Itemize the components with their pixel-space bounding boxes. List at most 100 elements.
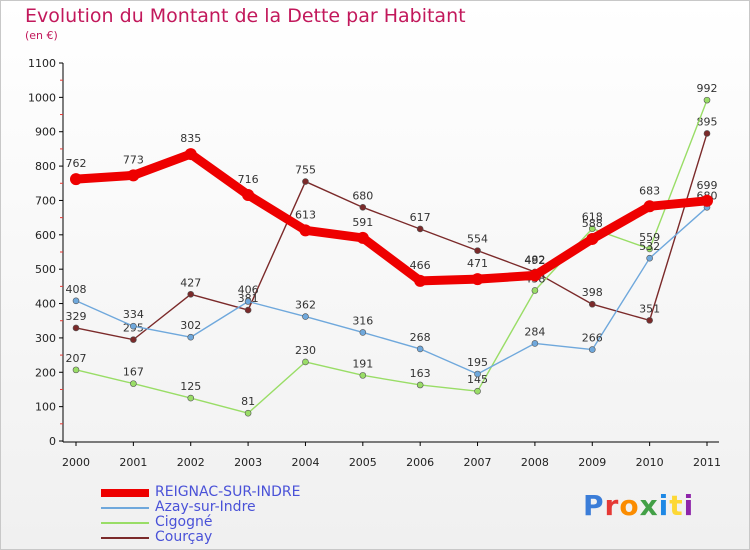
series-line-3 xyxy=(75,132,708,341)
data-label-0-8: 482 xyxy=(524,253,545,266)
data-label-3-11: 895 xyxy=(697,115,718,128)
x-tick-label: 2011 xyxy=(693,456,721,469)
data-label-3-9: 398 xyxy=(582,286,603,299)
data-label-0-11: 699 xyxy=(697,179,718,192)
data-label-2-6: 163 xyxy=(410,367,431,380)
y-tick-label: 300 xyxy=(35,332,56,345)
data-label-0-5: 591 xyxy=(352,216,373,229)
data-label-0-4: 613 xyxy=(295,208,316,221)
data-point-3-1 xyxy=(130,336,137,343)
legend-label-reignac: REIGNAC-SUR-INDRE xyxy=(155,484,301,500)
data-label-1-4: 362 xyxy=(295,299,316,312)
x-tick-label: 2003 xyxy=(234,456,262,469)
y-tick-label: 600 xyxy=(35,229,56,242)
legend-item-azay: Azay-sur-Indre xyxy=(101,500,300,515)
y-tick-label: 1100 xyxy=(28,57,56,70)
data-label-2-1: 167 xyxy=(123,366,144,379)
data-point-3-2 xyxy=(187,290,195,298)
data-point-3-4 xyxy=(302,178,309,185)
legend-item-cigogne: Cigogné xyxy=(101,515,300,530)
data-point-2-3 xyxy=(244,409,252,417)
legend-item-courcay: Courçay xyxy=(101,530,300,545)
legend: REIGNAC-SUR-INDRE Azay-sur-Indre Cigogné… xyxy=(101,485,300,545)
data-point-3-10 xyxy=(646,317,653,324)
data-label-3-5: 680 xyxy=(352,189,373,202)
x-tick-label: 2006 xyxy=(406,456,434,469)
data-label-2-0: 207 xyxy=(66,352,87,365)
data-label-2-5: 191 xyxy=(352,357,373,370)
legend-label-azay: Azay-sur-Indre xyxy=(155,499,256,515)
data-label-1-1: 334 xyxy=(123,308,144,321)
y-tick-label: 0 xyxy=(49,435,56,448)
x-tick-label: 2009 xyxy=(578,456,606,469)
data-point-3-3 xyxy=(244,306,252,314)
data-label-0-0: 762 xyxy=(66,157,87,170)
x-tick-label: 2007 xyxy=(464,456,492,469)
x-tick-label: 2000 xyxy=(62,456,90,469)
data-label-0-2: 835 xyxy=(180,132,201,145)
data-point-1-7 xyxy=(474,370,481,378)
data-point-2-2 xyxy=(187,394,195,402)
data-point-0-9 xyxy=(586,232,599,245)
data-point-0-1 xyxy=(127,169,140,182)
data-point-1-2 xyxy=(187,333,195,341)
y-tick-label: 500 xyxy=(35,263,56,276)
data-point-1-5 xyxy=(359,329,367,336)
data-point-2-11 xyxy=(703,96,711,104)
data-point-1-4 xyxy=(302,313,309,320)
data-label-2-11: 992 xyxy=(697,82,718,95)
data-label-0-9: 588 xyxy=(582,217,603,230)
data-label-0-6: 466 xyxy=(410,259,431,272)
y-tick-label: 200 xyxy=(35,366,56,379)
data-label-2-4: 230 xyxy=(295,344,316,357)
series-line-1 xyxy=(75,206,708,375)
data-label-2-3: 81 xyxy=(241,395,255,408)
data-point-0-4 xyxy=(299,224,312,237)
data-label-3-10: 351 xyxy=(639,302,660,315)
y-tick-label: 700 xyxy=(35,194,56,207)
x-tick-label: 2008 xyxy=(521,456,549,469)
data-label-1-6: 268 xyxy=(410,331,431,344)
data-label-3-4: 755 xyxy=(295,164,316,177)
legend-swatch-courcay xyxy=(101,536,149,539)
data-label-3-2: 427 xyxy=(180,276,201,289)
data-label-1-3: 406 xyxy=(238,283,259,296)
data-point-3-0 xyxy=(72,324,80,332)
data-point-1-0 xyxy=(72,297,80,305)
data-point-2-1 xyxy=(130,380,137,387)
data-point-3-5 xyxy=(359,204,367,211)
data-point-2-10 xyxy=(646,245,653,253)
data-point-3-11 xyxy=(703,130,711,137)
data-point-0-7 xyxy=(471,273,484,286)
data-label-1-2: 302 xyxy=(180,319,201,332)
data-point-0-6 xyxy=(414,274,427,287)
y-tick-label: 100 xyxy=(35,401,56,414)
data-label-1-9: 266 xyxy=(582,332,603,345)
data-point-0-8 xyxy=(528,269,541,282)
series-line-0 xyxy=(71,149,712,286)
data-label-2-2: 125 xyxy=(180,380,201,393)
data-label-3-7: 554 xyxy=(467,233,488,246)
x-tick-label: 2005 xyxy=(349,456,377,469)
x-tick-label: 2001 xyxy=(119,456,147,469)
data-label-1-8: 284 xyxy=(524,325,545,338)
data-label-3-8: 492 xyxy=(524,254,545,267)
data-label-3-0: 329 xyxy=(66,310,87,323)
data-label-3-6: 617 xyxy=(410,211,431,224)
data-point-2-6 xyxy=(416,381,424,389)
data-label-1-10: 532 xyxy=(639,240,660,253)
y-tick-label: 1000 xyxy=(28,91,56,104)
legend-label-cigogne: Cigogné xyxy=(155,514,213,530)
chart-subtitle: (en €) xyxy=(25,29,58,42)
x-tick-label: 2010 xyxy=(636,456,664,469)
data-label-1-7: 195 xyxy=(467,356,488,369)
data-point-0-5 xyxy=(356,231,369,244)
line-chart: 0 100 200 300 400 500 600 700 800 900 1000 1100 2000… xyxy=(28,57,721,469)
x-tick-label: 2002 xyxy=(177,456,205,469)
data-point-2-5 xyxy=(359,372,367,379)
data-point-0-0 xyxy=(70,173,82,186)
data-label-0-7: 471 xyxy=(467,257,488,270)
data-point-2-4 xyxy=(302,358,309,366)
proxiti-logo: Proxiti xyxy=(583,489,695,522)
